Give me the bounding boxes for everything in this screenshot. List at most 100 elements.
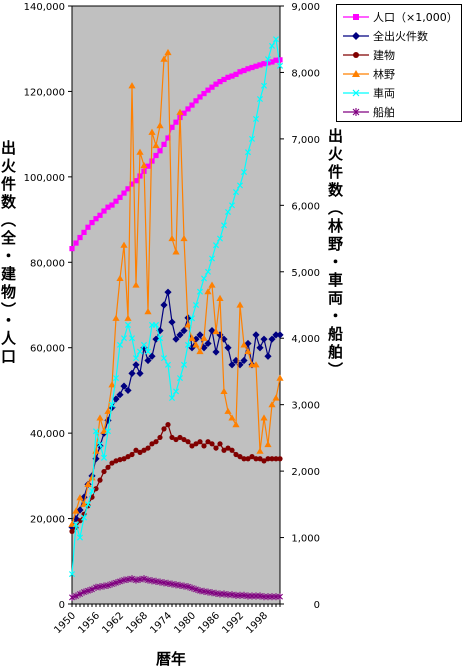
data-point — [212, 327, 220, 335]
data-point — [128, 82, 136, 89]
data-point — [117, 577, 123, 586]
data-point — [261, 61, 267, 67]
right-tick-label: 2,000 — [291, 467, 320, 478]
data-point — [136, 148, 144, 155]
data-point — [144, 308, 152, 315]
data-point — [272, 331, 280, 339]
data-point — [100, 427, 108, 434]
data-point — [213, 81, 219, 87]
data-point — [137, 449, 143, 455]
legend-swatch — [343, 32, 369, 40]
data-point — [228, 202, 236, 209]
data-point — [101, 468, 107, 475]
legend-item: 車両 — [341, 84, 459, 102]
data-point — [197, 439, 203, 445]
data-point — [128, 335, 136, 342]
data-point — [241, 67, 247, 74]
data-point — [221, 76, 227, 83]
data-point — [68, 520, 76, 527]
data-point — [156, 122, 164, 129]
data-point — [164, 288, 172, 296]
data-point — [160, 355, 168, 362]
data-point — [97, 477, 103, 483]
data-point — [268, 401, 276, 408]
series-layer — [68, 36, 284, 601]
data-point — [149, 441, 155, 447]
data-point — [124, 321, 132, 328]
data-point — [180, 234, 188, 242]
data-point — [185, 583, 191, 591]
data-point — [176, 375, 184, 382]
data-point — [157, 434, 163, 441]
data-point — [105, 464, 111, 470]
series-0 — [69, 57, 283, 252]
data-point — [100, 454, 108, 461]
series-4 — [68, 36, 284, 578]
right-axis-title: 出火件数（林野・車両・船舶） — [326, 128, 344, 380]
data-point — [132, 361, 140, 369]
data-point — [140, 161, 148, 169]
data-point — [113, 198, 119, 204]
data-point — [240, 169, 248, 176]
left-axis-title: 出火件数（全・建物）・人口 — [0, 140, 17, 367]
data-point — [260, 82, 268, 89]
data-point — [185, 439, 191, 445]
data-point — [277, 456, 283, 462]
x-tick-label: 1992 — [220, 610, 246, 636]
data-point — [68, 523, 76, 531]
legend-swatch — [343, 108, 369, 116]
data-point — [105, 581, 111, 589]
left-tick-label: 100,000 — [24, 173, 65, 184]
data-point — [69, 246, 75, 252]
data-point — [160, 55, 168, 62]
data-point — [205, 439, 211, 445]
data-point — [184, 321, 192, 328]
data-point — [252, 115, 260, 122]
data-point — [196, 288, 204, 295]
data-point — [180, 361, 188, 368]
right-tick-label: 6,000 — [291, 201, 320, 212]
data-point — [116, 274, 124, 282]
data-point — [224, 407, 232, 414]
data-point — [152, 321, 160, 328]
data-point — [112, 314, 120, 321]
data-point — [244, 347, 252, 355]
data-point — [84, 501, 92, 508]
data-point — [193, 585, 199, 593]
data-point — [129, 181, 135, 187]
data-point — [69, 593, 75, 601]
data-point — [73, 240, 79, 246]
data-point — [216, 235, 224, 242]
data-point — [133, 447, 139, 453]
data-point — [269, 456, 275, 462]
data-point — [261, 458, 267, 464]
data-point — [208, 255, 216, 262]
data-point — [217, 79, 223, 85]
data-point — [201, 443, 207, 449]
data-point — [160, 301, 168, 309]
data-point — [76, 494, 84, 501]
left-tick-label: 60,000 — [30, 344, 65, 355]
data-point — [69, 528, 75, 534]
data-point — [117, 457, 123, 463]
data-point — [276, 331, 284, 339]
left-tick-label: 80,000 — [30, 258, 65, 269]
data-point — [208, 327, 216, 335]
data-point — [104, 407, 112, 414]
data-point — [237, 454, 243, 460]
data-point — [81, 229, 87, 235]
series-5 — [69, 575, 283, 601]
data-point — [113, 458, 119, 464]
plot-area — [71, 5, 281, 605]
data-point — [141, 575, 147, 583]
data-point — [253, 456, 259, 462]
data-point — [108, 381, 116, 388]
data-point — [189, 584, 195, 592]
data-point — [232, 421, 240, 428]
legend-swatch — [343, 89, 369, 97]
data-point — [88, 474, 96, 481]
data-point — [80, 514, 88, 521]
data-point — [188, 334, 196, 341]
data-point — [176, 331, 184, 339]
data-point — [113, 579, 119, 587]
